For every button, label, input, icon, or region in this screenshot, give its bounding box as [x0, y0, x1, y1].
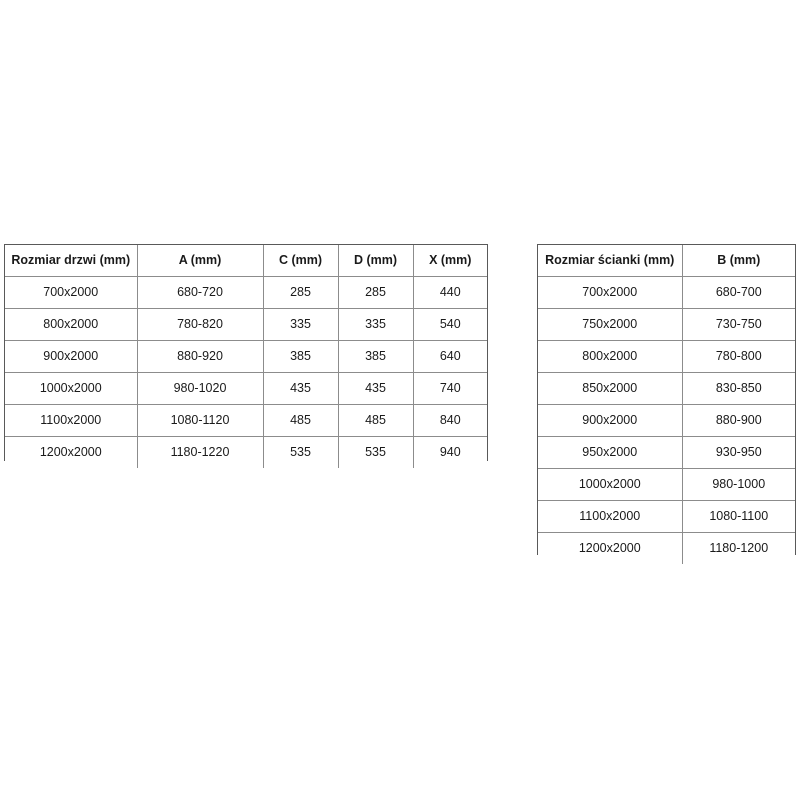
- cell-b: 830-850: [681, 372, 795, 405]
- cell-door-size: 1100x2000: [5, 404, 138, 437]
- cell-door-size: 700x2000: [5, 276, 138, 309]
- cell-c: 435: [262, 372, 339, 405]
- cell-x: 640: [412, 340, 487, 373]
- table-header-row: Rozmiar ścianki (mm) B (mm): [538, 245, 795, 277]
- cell-b: 980-1000: [681, 468, 795, 501]
- cell-wall-size: 750x2000: [538, 308, 683, 341]
- cell-c: 485: [262, 404, 339, 437]
- table-row: 1100x2000 1080-1120 485 485 840: [5, 404, 487, 437]
- cell-door-size: 800x2000: [5, 308, 138, 341]
- cell-d: 435: [337, 372, 414, 405]
- table-row: 900x2000 880-920 385 385 640: [5, 340, 487, 373]
- cell-c: 285: [262, 276, 339, 309]
- cell-b: 780-800: [681, 340, 795, 373]
- column-header-wall-size: Rozmiar ścianki (mm): [538, 245, 683, 277]
- cell-c: 335: [262, 308, 339, 341]
- cell-a: 780-820: [136, 308, 264, 341]
- cell-x: 940: [412, 436, 487, 468]
- cell-d: 385: [337, 340, 414, 373]
- table-row: 1000x2000 980-1000: [538, 468, 795, 501]
- cell-door-size: 900x2000: [5, 340, 138, 373]
- column-header-a: A (mm): [136, 245, 264, 277]
- cell-c: 385: [262, 340, 339, 373]
- cell-x: 740: [412, 372, 487, 405]
- column-header-x: X (mm): [412, 245, 487, 277]
- cell-d: 485: [337, 404, 414, 437]
- cell-wall-size: 950x2000: [538, 436, 683, 469]
- cell-b: 1080-1100: [681, 500, 795, 533]
- table-row: 1100x2000 1080-1100: [538, 500, 795, 533]
- cell-wall-size: 700x2000: [538, 276, 683, 309]
- wall-size-table-container: Rozmiar ścianki (mm) B (mm) 700x2000 680…: [537, 244, 796, 564]
- cell-a: 1180-1220: [136, 436, 264, 468]
- table-row: 750x2000 730-750: [538, 308, 795, 341]
- table-row: 700x2000 680-720 285 285 440: [5, 276, 487, 309]
- cell-x: 840: [412, 404, 487, 437]
- table-row: 1200x2000 1180-1200: [538, 532, 795, 564]
- table-row: 700x2000 680-700: [538, 276, 795, 309]
- column-header-door-size: Rozmiar drzwi (mm): [5, 245, 138, 277]
- cell-b: 930-950: [681, 436, 795, 469]
- cell-door-size: 1200x2000: [5, 436, 138, 468]
- cell-b: 730-750: [681, 308, 795, 341]
- cell-wall-size: 900x2000: [538, 404, 683, 437]
- table-row: 1000x2000 980-1020 435 435 740: [5, 372, 487, 405]
- door-size-table: Rozmiar drzwi (mm) A (mm) C (mm) D (mm) …: [5, 245, 487, 468]
- cell-x: 440: [412, 276, 487, 309]
- cell-wall-size: 1100x2000: [538, 500, 683, 533]
- cell-a: 880-920: [136, 340, 264, 373]
- table-row: 800x2000 780-800: [538, 340, 795, 373]
- cell-d: 335: [337, 308, 414, 341]
- table-row: 900x2000 880-900: [538, 404, 795, 437]
- cell-d: 535: [337, 436, 414, 468]
- cell-c: 535: [262, 436, 339, 468]
- column-header-c: C (mm): [262, 245, 339, 277]
- wall-size-table: Rozmiar ścianki (mm) B (mm) 700x2000 680…: [538, 245, 795, 564]
- table-row: 950x2000 930-950: [538, 436, 795, 469]
- table-row: 1200x2000 1180-1220 535 535 940: [5, 436, 487, 468]
- column-header-d: D (mm): [337, 245, 414, 277]
- door-size-table-container: Rozmiar drzwi (mm) A (mm) C (mm) D (mm) …: [4, 244, 488, 468]
- table-header-row: Rozmiar drzwi (mm) A (mm) C (mm) D (mm) …: [5, 245, 487, 277]
- cell-a: 980-1020: [136, 372, 264, 405]
- cell-a: 1080-1120: [136, 404, 264, 437]
- cell-wall-size: 800x2000: [538, 340, 683, 373]
- table-row: 800x2000 780-820 335 335 540: [5, 308, 487, 341]
- cell-b: 680-700: [681, 276, 795, 309]
- table-row: 850x2000 830-850: [538, 372, 795, 405]
- cell-wall-size: 1000x2000: [538, 468, 683, 501]
- cell-x: 540: [412, 308, 487, 341]
- cell-d: 285: [337, 276, 414, 309]
- cell-door-size: 1000x2000: [5, 372, 138, 405]
- cell-a: 680-720: [136, 276, 264, 309]
- cell-wall-size: 1200x2000: [538, 532, 683, 564]
- column-header-b: B (mm): [681, 245, 795, 277]
- cell-b: 1180-1200: [681, 532, 795, 564]
- cell-b: 880-900: [681, 404, 795, 437]
- cell-wall-size: 850x2000: [538, 372, 683, 405]
